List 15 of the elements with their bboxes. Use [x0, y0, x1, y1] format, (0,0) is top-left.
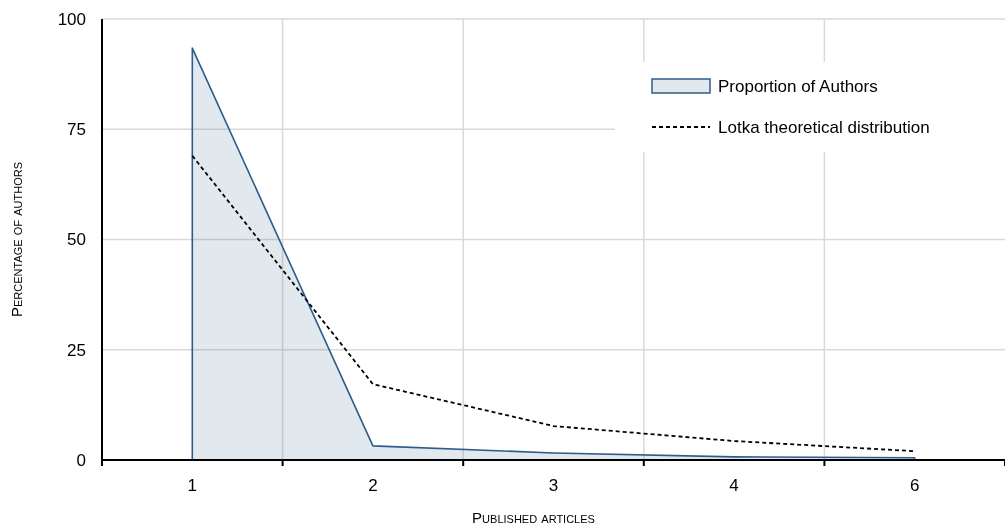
- x-tick-label: 1: [187, 476, 198, 495]
- y-axis-title: Percentage of authors: [8, 161, 25, 318]
- legend-label: Lotka theoretical distribution: [718, 117, 930, 137]
- line-series: [191, 154, 916, 453]
- x-tick-label: 4: [729, 476, 739, 495]
- y-tick-label: 75: [67, 120, 86, 140]
- y-tick-label: 100: [57, 9, 86, 29]
- x-tick-label: 6: [909, 476, 920, 495]
- x-tick-label: 3: [548, 476, 559, 495]
- y-tick-label: 25: [67, 340, 86, 360]
- x-axis-title: Published articles: [472, 509, 595, 526]
- legend-label: Proportion of Authors: [718, 76, 878, 96]
- y-tick-label: 50: [67, 230, 86, 250]
- y-tick-label: 0: [76, 450, 86, 470]
- x-tick-label: 2: [368, 476, 378, 495]
